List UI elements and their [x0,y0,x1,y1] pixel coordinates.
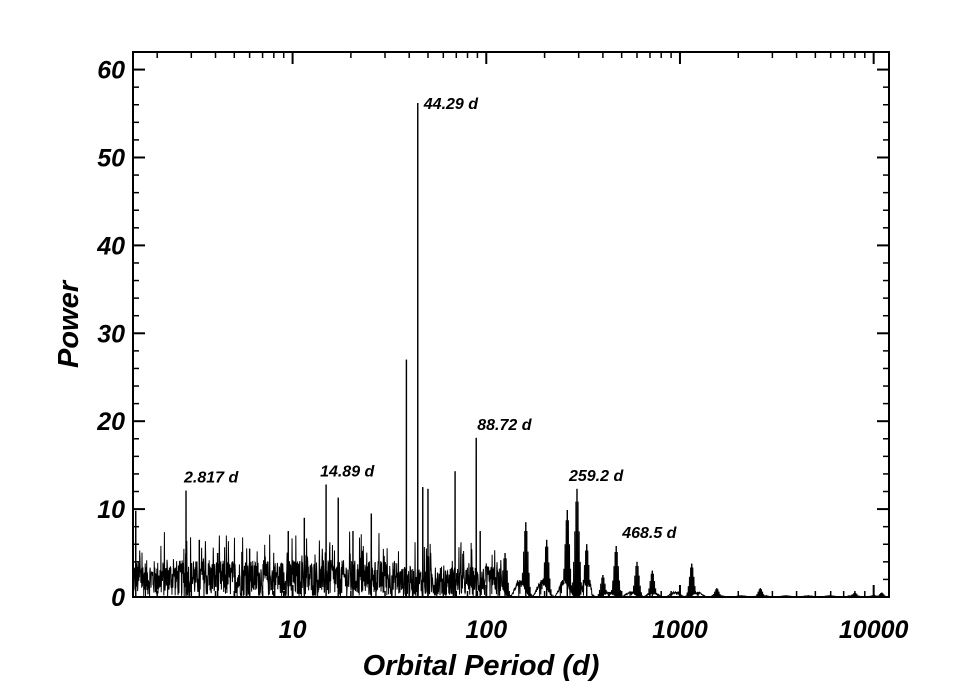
y-tick-label: 50 [97,144,125,172]
plot-frame [132,51,890,598]
peak-annotation: 44.29 d [423,96,479,113]
peak-annotation: 468.5 d [621,525,677,542]
x-tick-label: 1000 [652,616,708,644]
peak-annotation: 259.2 d [568,468,624,485]
peak-annotation: 2.817 d [183,470,239,487]
ticks-layer [133,51,889,598]
y-tick-label: 40 [96,232,125,260]
y-tick-label: 20 [96,408,125,436]
annotations-layer: 44.29 d 88.72 d 2.817 d 14.89 d 259.2 d 468.5… [183,96,678,542]
y-tick-label: 10 [97,496,125,524]
x-tick-label: 10000 [839,616,909,644]
labels-layer: 0 10 20 30 40 50 60 10 100 1000 10000 [96,57,908,644]
y-tick-label: 0 [111,584,125,612]
y-axis-title: Power [53,279,85,368]
periodogram-line [132,102,890,599]
series-layer [132,102,890,599]
x-axis-title: Orbital Period (d) [363,650,600,682]
y-tick-label: 30 [97,320,125,348]
y-tick-label: 60 [97,57,125,85]
peak-annotation: 14.89 d [320,463,375,480]
peak-annotation: 88.72 d [477,417,532,434]
x-tick-label: 10 [279,616,307,644]
x-tick-label: 100 [465,616,507,644]
